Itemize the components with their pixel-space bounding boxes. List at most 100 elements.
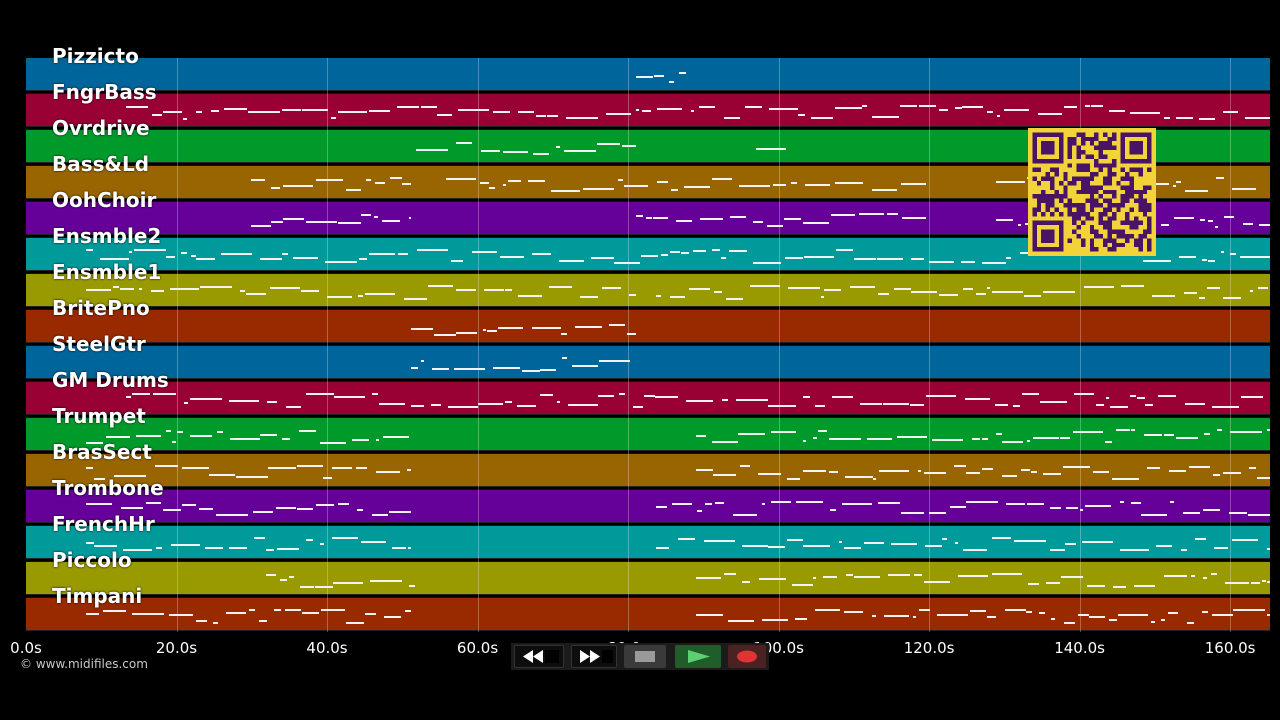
note-mark — [1189, 466, 1210, 468]
stop-button[interactable] — [624, 645, 666, 668]
track-label: BritePno — [52, 296, 150, 320]
note-mark — [756, 148, 786, 150]
note-mark — [929, 261, 954, 263]
note-mark — [451, 260, 463, 262]
note-mark — [966, 472, 980, 474]
record-button[interactable] — [728, 645, 766, 668]
note-mark — [397, 106, 419, 108]
note-mark — [421, 360, 424, 362]
note-mark — [126, 396, 131, 398]
rewind-button[interactable] — [514, 645, 564, 668]
note-mark — [982, 438, 988, 440]
note-mark — [856, 182, 863, 184]
note-mark — [924, 472, 946, 474]
note-mark — [103, 610, 126, 612]
note-mark — [773, 184, 786, 186]
note-mark — [1199, 118, 1215, 120]
note-mark — [633, 406, 643, 408]
note-mark — [669, 81, 674, 83]
track-lane[interactable] — [26, 561, 1270, 595]
note-mark — [872, 615, 876, 617]
track-label: Pizzicto — [52, 44, 139, 68]
note-mark — [932, 439, 963, 441]
grid-line — [1230, 58, 1232, 632]
note-mark — [845, 476, 873, 478]
note-mark — [327, 296, 352, 298]
note-mark — [454, 368, 485, 370]
note-mark — [1064, 106, 1077, 108]
note-mark — [784, 218, 801, 220]
note-mark — [361, 541, 386, 543]
note-mark — [878, 502, 900, 504]
track-lane[interactable] — [26, 309, 1270, 343]
note-mark — [1026, 611, 1032, 613]
note-mark — [1202, 259, 1207, 261]
track-label: Ensmble2 — [52, 224, 162, 248]
note-mark — [1046, 582, 1060, 584]
track-label: OohChoir — [52, 188, 157, 212]
note-mark — [86, 467, 93, 469]
note-mark — [356, 467, 367, 469]
track-lane[interactable] — [26, 58, 1270, 91]
note-mark — [803, 222, 829, 224]
note-mark — [86, 249, 93, 251]
note-mark — [646, 217, 652, 219]
note-mark — [398, 253, 408, 255]
note-mark — [478, 403, 503, 405]
note-mark — [289, 576, 294, 578]
note-mark — [864, 542, 884, 544]
note-mark — [815, 609, 840, 611]
track-lane[interactable] — [26, 381, 1270, 415]
track-lane[interactable] — [26, 489, 1270, 523]
note-mark — [1211, 573, 1217, 575]
note-mark — [879, 470, 909, 472]
note-mark — [844, 611, 863, 613]
note-mark — [992, 291, 1023, 293]
note-mark — [791, 182, 797, 184]
note-mark — [657, 108, 682, 110]
fast-forward-button[interactable] — [571, 645, 617, 668]
track-lane[interactable] — [26, 417, 1270, 451]
note-mark — [357, 509, 363, 511]
note-mark — [883, 403, 909, 405]
note-mark — [498, 327, 523, 329]
note-mark — [831, 214, 855, 216]
note-mark — [297, 508, 313, 510]
note-mark — [146, 502, 161, 504]
time-tick-label: 60.0s — [456, 639, 499, 657]
note-mark — [1006, 257, 1011, 259]
note-mark — [622, 145, 636, 147]
play-button[interactable] — [675, 645, 721, 668]
note-mark — [830, 509, 836, 511]
note-mark — [738, 433, 765, 435]
note-mark — [850, 286, 875, 288]
note-mark — [901, 512, 924, 514]
track-lane[interactable] — [26, 525, 1270, 559]
note-mark — [549, 286, 572, 288]
note-mark — [286, 406, 301, 408]
note-mark — [302, 109, 328, 111]
note-mark — [213, 622, 218, 624]
note-mark — [1066, 507, 1078, 509]
note-mark — [872, 116, 899, 118]
note-mark — [332, 467, 352, 469]
track-lane[interactable] — [26, 597, 1270, 631]
note-mark — [182, 504, 196, 506]
note-mark — [982, 468, 993, 470]
note-mark — [365, 293, 395, 295]
note-mark — [721, 257, 726, 259]
note-mark — [1230, 431, 1262, 433]
note-mark — [954, 465, 966, 467]
note-mark — [376, 471, 400, 473]
note-mark — [183, 118, 187, 120]
note-mark — [976, 293, 986, 295]
track-lane[interactable] — [26, 273, 1270, 307]
track-lane[interactable] — [26, 345, 1270, 379]
note-mark — [759, 578, 786, 580]
note-mark — [383, 436, 409, 438]
note-mark — [1262, 580, 1266, 582]
note-mark — [152, 114, 162, 116]
note-mark — [434, 334, 456, 336]
track-lane[interactable] — [26, 453, 1270, 487]
note-mark — [390, 177, 402, 179]
